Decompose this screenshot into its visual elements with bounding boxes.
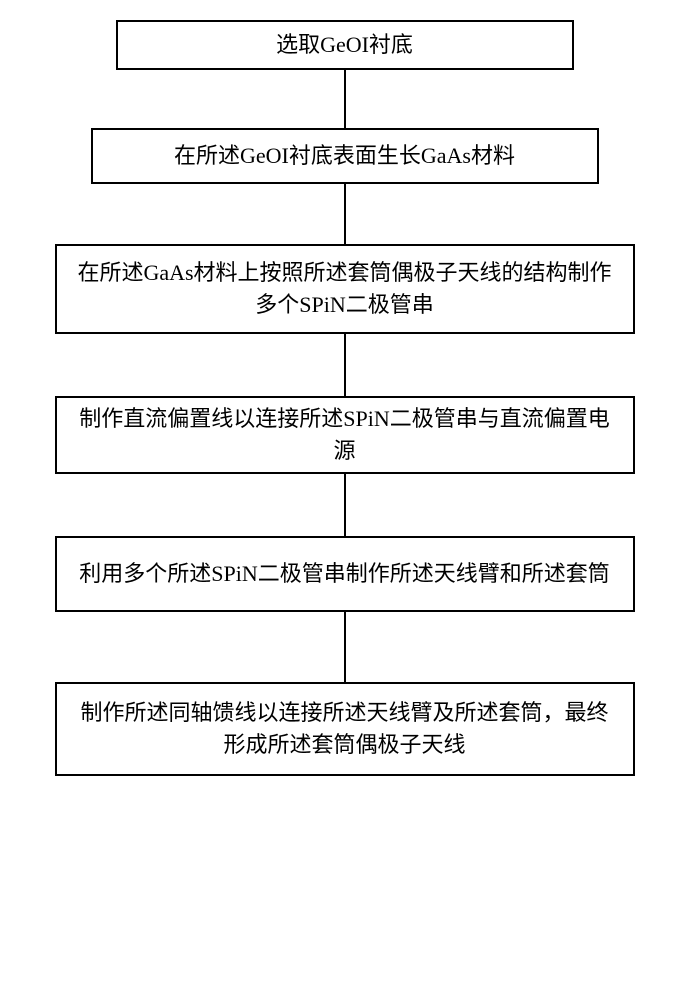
flowchart-node-label: 选取GeOI衬底 (276, 29, 413, 61)
flowchart-node-label: 利用多个所述SPiN二极管串制作所述天线臂和所述套筒 (79, 558, 609, 590)
flowchart-connector (344, 184, 346, 244)
flowchart-connector (344, 70, 346, 128)
flowchart-node-label: 制作直流偏置线以连接所述SPiN二极管串与直流偏置电源 (71, 403, 619, 467)
flowchart-node: 选取GeOI衬底 (116, 20, 574, 70)
flowchart-node: 制作所述同轴馈线以连接所述天线臂及所述套筒，最终形成所述套筒偶极子天线 (55, 682, 635, 776)
flowchart-node: 在所述GaAs材料上按照所述套筒偶极子天线的结构制作多个SPiN二极管串 (55, 244, 635, 334)
flowchart: 选取GeOI衬底在所述GeOI衬底表面生长GaAs材料在所述GaAs材料上按照所… (0, 0, 689, 776)
flowchart-node-label: 制作所述同轴馈线以连接所述天线臂及所述套筒，最终形成所述套筒偶极子天线 (71, 697, 619, 761)
flowchart-connector (344, 334, 346, 396)
flowchart-node-label: 在所述GaAs材料上按照所述套筒偶极子天线的结构制作多个SPiN二极管串 (71, 257, 619, 321)
flowchart-node-label: 在所述GeOI衬底表面生长GaAs材料 (174, 140, 515, 172)
flowchart-node: 制作直流偏置线以连接所述SPiN二极管串与直流偏置电源 (55, 396, 635, 474)
flowchart-node: 在所述GeOI衬底表面生长GaAs材料 (91, 128, 599, 184)
flowchart-connector (344, 612, 346, 682)
flowchart-node: 利用多个所述SPiN二极管串制作所述天线臂和所述套筒 (55, 536, 635, 612)
flowchart-connector (344, 474, 346, 536)
